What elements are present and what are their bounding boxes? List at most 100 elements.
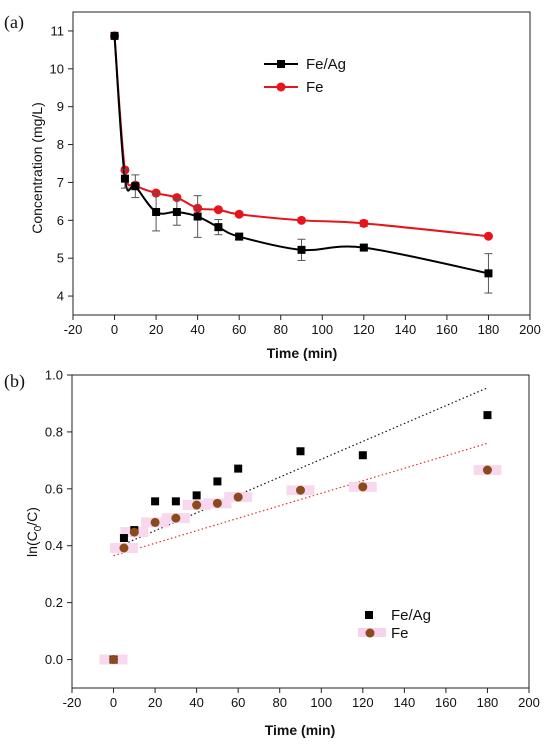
legend-fe-marker — [276, 82, 286, 92]
series-fe-ag-point — [235, 232, 244, 241]
panel-b-y-tick-label: 1.0 — [45, 368, 63, 383]
panel-a-x-tick-label: 100 — [311, 322, 333, 337]
panel-b-x-axis-title: Time (min) — [265, 722, 336, 738]
series-fe-point — [172, 193, 182, 203]
series-fe-line — [113, 35, 489, 238]
series-fe-ag-point — [131, 182, 140, 191]
legend-fe-marker — [365, 628, 375, 638]
series-fe-point — [482, 465, 492, 475]
panel-a-x-tick-label: 0 — [111, 322, 118, 337]
panel-a-x-tick-label: -20 — [64, 322, 83, 337]
legend-fe-ag-label: Fe/Ag — [391, 607, 431, 624]
series-fe-ag-point — [358, 451, 367, 460]
series-fe-fit-line — [113, 442, 488, 557]
panel-a: (a) -20 0 20 40 60 80 100 120 140 160 180 200 4 5 6 7 8… — [4, 11, 541, 361]
panel-a-y-tick-label: 5 — [57, 251, 64, 266]
panel-b-x-tick-label: 20 — [148, 695, 162, 710]
series-fe-point — [358, 482, 368, 492]
panel-b-x-tick-label: 180 — [477, 695, 499, 710]
panel-a-y-tick-label: 7 — [57, 175, 64, 190]
panel-b-y-tick-label: 0.0 — [45, 652, 63, 667]
panel-b-marks — [99, 387, 502, 665]
legend-fe-ag-marker — [365, 611, 373, 619]
panel-a-marks — [110, 31, 493, 294]
series-fe-ag-point — [193, 212, 202, 221]
panel-a-x-tick-label: 200 — [519, 322, 541, 337]
series-fe-ag-point — [296, 447, 305, 456]
series-fe-point — [119, 543, 129, 553]
panel-b-legend: Fe/Ag Fe — [358, 607, 431, 642]
panel-a-x-axis: -20 0 20 40 60 80 100 120 140 160 180 200 — [64, 315, 541, 337]
series-fe-ag-fit-line — [113, 387, 488, 550]
series-fe-ag-point — [234, 464, 243, 473]
panel-b-x-tick-label: 60 — [231, 695, 245, 710]
panel-b-y-axis-title: ln(C0/C) — [24, 507, 44, 557]
y-axis-title-suffix: /C) — [24, 507, 40, 526]
series-fe-point — [296, 485, 305, 495]
series-fe-ag-point — [120, 174, 129, 183]
panel-a-y-tick-label: 8 — [57, 137, 64, 152]
panel-b: (b) -20 0 20 40 60 80 100 120 140 160 180 200 0.00.… — [4, 368, 540, 739]
series-fe-point — [359, 218, 369, 228]
panel-a-x-tick-label: 180 — [478, 322, 500, 337]
panel-b-x-tick-label: 140 — [394, 695, 416, 710]
panel-b-x-tick-label: 100 — [310, 695, 332, 710]
series-fe-point — [129, 527, 139, 537]
series-fe-point — [150, 517, 160, 527]
panel-b-y-tick-label: 0.8 — [45, 424, 63, 439]
series-fe-ag-point — [152, 207, 161, 216]
series-fe-ag-point — [297, 245, 306, 254]
panel-a-x-tick-label: 20 — [149, 322, 163, 337]
series-fe-ag-point — [151, 497, 160, 506]
panel-a-y-axis-title: Concentration (mg/L) — [29, 102, 45, 234]
y-axis-title-prefix: ln(C — [24, 531, 40, 557]
series-fe-point — [234, 209, 244, 219]
panel-b-x-tick-label: 0 — [110, 695, 117, 710]
panel-a-x-tick-label: 120 — [353, 322, 375, 337]
panel-b-x-tick-label: 80 — [272, 695, 286, 710]
y-axis-title-subscript: 0 — [33, 525, 44, 531]
panel-a-y-tick-label: 4 — [57, 289, 64, 304]
panel-b-x-tick-label: 120 — [352, 695, 374, 710]
series-fe-ag-point — [171, 497, 180, 506]
panel-b-x-tick-label: -20 — [63, 695, 82, 710]
panel-a-x-tick-label: 140 — [395, 322, 417, 337]
series-fe-ag-point — [214, 223, 223, 232]
panel-a-x-axis-title: Time (min) — [267, 345, 338, 361]
series-fe-ag-point — [110, 31, 119, 40]
series-fe-point — [483, 231, 493, 241]
panel-b-label: (b) — [4, 371, 25, 392]
legend-fe-ag-label: Fe/Ag — [306, 56, 346, 73]
panel-a-x-tick-label: 160 — [436, 322, 458, 337]
panel-a-y-tick-label: 9 — [57, 99, 64, 114]
legend-fe-ag-marker — [277, 60, 285, 68]
panel-a-label: (a) — [4, 12, 24, 33]
panel-b-x-tick-label: 200 — [518, 695, 540, 710]
series-fe-ag-point — [192, 491, 201, 500]
panel-a-x-tick-label: 60 — [232, 322, 246, 337]
panel-a-x-tick-label: 80 — [273, 322, 287, 337]
panel-a-plot-frame — [72, 11, 531, 316]
panel-a-y-tick-label: 10 — [50, 61, 64, 76]
panel-a-x-tick-label: 40 — [190, 322, 204, 337]
panel-b-x-axis: -20 0 20 40 60 80 100 120 140 160 180 200 — [63, 688, 540, 710]
series-fe-point — [192, 500, 202, 510]
series-fe-point — [213, 205, 223, 215]
panel-a-y-axis: 4 5 6 7 8 9 10 11 — [50, 23, 73, 304]
series-fe-ag-point — [483, 411, 492, 420]
series-fe-point — [109, 655, 119, 665]
series-fe-ag-point — [359, 243, 368, 252]
panel-b-y-axis: 0.0 0.2 0.4 0.6 0.8 1.0 — [45, 368, 72, 667]
panel-a-y-tick-label: 11 — [51, 23, 65, 38]
panel-a-legend: Fe/Ag Fe — [264, 56, 346, 96]
panel-b-x-tick-label: 160 — [435, 695, 457, 710]
series-fe-ag-line — [113, 35, 489, 275]
series-fe-ag-point — [119, 534, 128, 543]
series-fe-point — [297, 215, 306, 225]
series-fe-point — [233, 492, 243, 502]
series-fe-point — [171, 513, 181, 523]
panel-a-y-tick-label: 6 — [57, 213, 64, 228]
legend-fe-label: Fe — [391, 625, 409, 642]
panel-b-y-tick-label: 0.6 — [45, 481, 63, 496]
